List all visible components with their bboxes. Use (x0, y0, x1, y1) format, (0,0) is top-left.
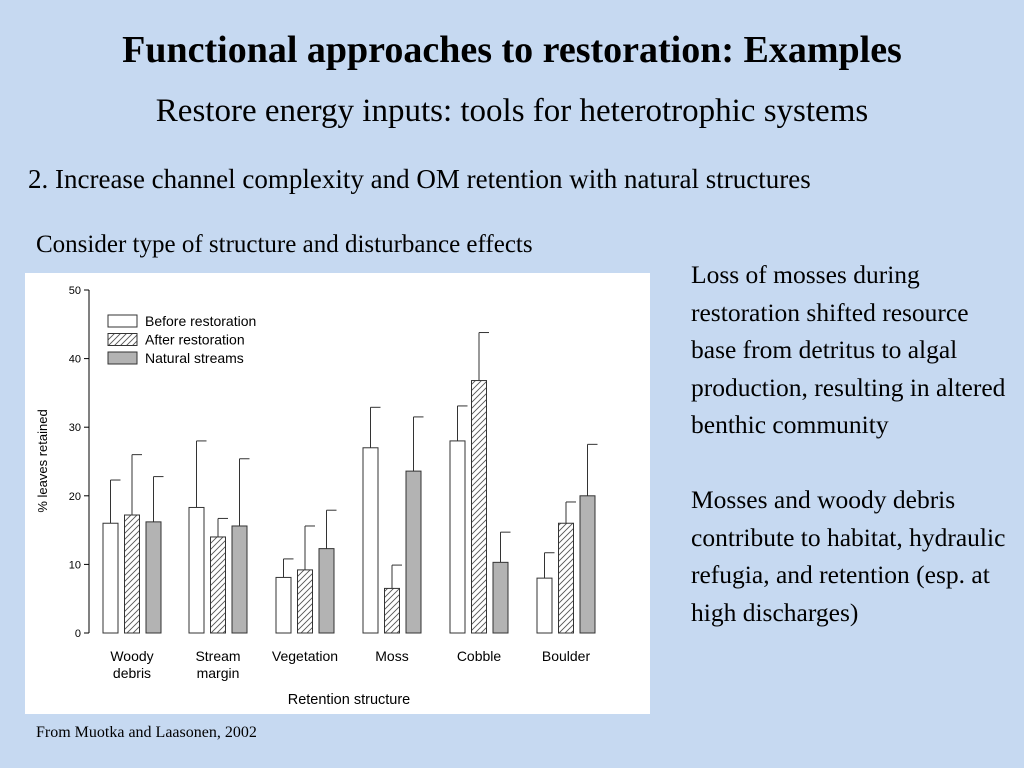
x-tick-label: Cobble (457, 648, 502, 664)
x-axis-label: Retention structure (288, 692, 411, 708)
slide-subtitle: Restore energy inputs: tools for heterot… (155, 93, 869, 129)
x-tick-label: Woody debris (110, 648, 153, 681)
x-tick-label: Moss (375, 648, 408, 664)
y-tick-label: 40 (69, 354, 81, 366)
x-tick-label-line: Stream (195, 648, 240, 664)
bar (231, 525, 248, 634)
bar-chart: 0 10 20 30 40 50 Woody debris Stream margin Vegeta… (35, 285, 598, 708)
bar (471, 380, 487, 634)
bar (124, 514, 140, 634)
side-paragraph-2: Mosses and woody debris contribute to ha… (691, 484, 1006, 627)
bar (449, 440, 466, 634)
legend-label: Natural streams (145, 350, 244, 366)
y-axis-label: % leaves retained (35, 409, 50, 512)
x-tick-label-line: Cobble (457, 648, 502, 664)
legend: Before restoration After restoration Natur… (107, 313, 256, 366)
x-tick-label-line: Boulder (542, 648, 591, 664)
bar (405, 470, 422, 634)
bar (579, 495, 596, 634)
legend-swatch (107, 351, 138, 365)
bar (384, 587, 400, 634)
legend-swatch (107, 314, 138, 328)
bar (102, 522, 119, 634)
bar (558, 522, 574, 634)
numbered-point: 2. Increase channel complexity and OM re… (28, 164, 811, 194)
slide-title: Functional approaches to restoration: Ex… (122, 29, 902, 71)
legend-label: Before restoration (145, 313, 256, 329)
bar (210, 536, 226, 634)
x-tick-label-line: debris (113, 665, 151, 681)
citation: From Muotka and Laasonen, 2002 (36, 724, 257, 741)
side-paragraph-1: Loss of mosses during restoration shifte… (691, 260, 1006, 440)
x-tick-label-line: Vegetation (272, 648, 338, 664)
y-tick-label: 50 (69, 285, 81, 297)
legend-swatch (107, 333, 138, 346)
bar (275, 576, 292, 634)
bar (536, 577, 553, 634)
bar (362, 447, 379, 634)
bars (102, 332, 598, 634)
y-tick-label: 0 (75, 628, 81, 640)
chart-panel: 0 10 20 30 40 50 Woody debris Stream margin Vegeta… (25, 273, 650, 714)
side-notes: Loss of mosses during restoration shifte… (691, 256, 1011, 631)
x-tick-label-line: margin (197, 665, 240, 681)
x-tick-label-line: Moss (375, 648, 408, 664)
bar (492, 561, 509, 634)
y-tick-label: 20 (69, 491, 81, 503)
x-tick-label: Vegetation (272, 648, 338, 664)
bar (318, 548, 335, 634)
bar (188, 506, 205, 634)
legend-label: After restoration (145, 332, 245, 348)
chart-caption: Consider type of structure and disturban… (36, 231, 533, 258)
x-tick-label: Boulder (542, 648, 591, 664)
x-tick-label: Stream margin (195, 648, 240, 681)
bar (145, 521, 162, 634)
axes: 0 10 20 30 40 50 Woody debris Stream margin Vegeta… (69, 285, 591, 681)
y-tick-label: 30 (69, 422, 81, 434)
x-tick-label-line: Woody (110, 648, 153, 664)
bar (297, 569, 313, 634)
y-tick-label: 10 (69, 559, 81, 571)
